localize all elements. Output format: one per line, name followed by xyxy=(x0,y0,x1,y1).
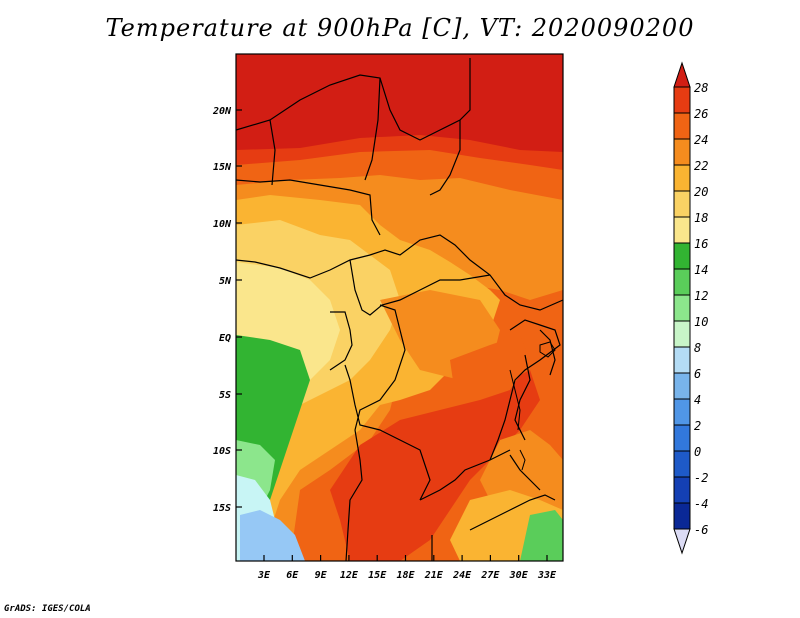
map-title: Temperature at 900hPa [C], VT: 202009020… xyxy=(105,14,695,42)
lon-label: 3E xyxy=(257,570,271,581)
colorbar-label: 12 xyxy=(694,289,708,303)
colorbar-box xyxy=(673,112,691,140)
field-se-green xyxy=(520,510,563,561)
colorbar-label: 24 xyxy=(694,133,708,147)
colorbar-box xyxy=(673,294,691,322)
colorbar-box xyxy=(673,476,691,504)
colorbar-box xyxy=(673,216,691,244)
colorbar-label: 26 xyxy=(694,107,708,121)
colorbar-label: 22 xyxy=(694,159,708,173)
colorbar-label: 2 xyxy=(694,419,701,433)
colorbar-under-arrow xyxy=(673,528,691,555)
lat-label: 5N xyxy=(219,276,232,287)
lon-label: 24E xyxy=(452,570,472,581)
colorbar-box xyxy=(673,424,691,452)
colorbar-box xyxy=(673,86,691,114)
colorbar-label: 6 xyxy=(694,367,701,381)
colorbar-box xyxy=(673,502,691,530)
lakes xyxy=(509,341,556,471)
lat-label: EQ xyxy=(219,333,231,344)
lon-label: 9E xyxy=(315,570,328,581)
lat-label: 15N xyxy=(213,162,232,173)
colorbar-boxes xyxy=(673,61,691,555)
temperature-field xyxy=(236,54,563,561)
colorbar-label: 10 xyxy=(694,315,708,329)
colorbar-label: 0 xyxy=(694,445,701,459)
lon-label: 30E xyxy=(509,570,529,581)
colorbar-over-arrow xyxy=(673,61,691,88)
latitude-axis: 20N 15N 10N 5N EQ 5S 10S 15S xyxy=(212,106,242,514)
colorbar-box xyxy=(673,372,691,400)
lat-label: 20N xyxy=(212,106,232,117)
footer-credit: GrADS: IGES/COLA xyxy=(4,604,91,614)
colorbar-box xyxy=(673,190,691,218)
field-8 xyxy=(240,510,305,561)
colorbar-box xyxy=(673,268,691,296)
lon-label: 12E xyxy=(340,570,359,581)
colorbar-label: -4 xyxy=(694,497,708,511)
colorbar-box xyxy=(673,242,691,270)
colorbar-label: -2 xyxy=(694,471,708,485)
lon-label: 33E xyxy=(537,570,557,581)
colorbar-box xyxy=(673,164,691,192)
lon-label: 27E xyxy=(480,570,500,581)
colorbar-box xyxy=(673,346,691,374)
colorbar-box xyxy=(673,138,691,166)
colorbar-box xyxy=(673,450,691,478)
lat-label: 5S xyxy=(219,390,231,401)
lat-label: 10S xyxy=(213,446,231,457)
field-se-24 xyxy=(450,335,530,400)
longitude-axis: 3E 6E 9E 12E 15E 18E 21E 24E 27E 30E 33E xyxy=(257,555,557,581)
map-frame xyxy=(235,53,564,562)
lon-label: 18E xyxy=(396,570,415,581)
colorbar-box xyxy=(673,398,691,426)
country-borders xyxy=(235,58,564,562)
colorbar-label: 20 xyxy=(694,185,708,199)
colorbar-label: 18 xyxy=(694,211,708,225)
colorbar-label: 14 xyxy=(694,263,708,277)
colorbar-label: -6 xyxy=(694,523,708,537)
colorbar-label: 8 xyxy=(694,341,701,355)
colorbar-label: 28 xyxy=(694,81,708,95)
lon-label: 6E xyxy=(286,570,299,581)
colorbar-label: 4 xyxy=(694,393,701,407)
field-se-26 xyxy=(330,370,540,561)
lat-label: 15S xyxy=(213,503,231,514)
colorbar-box xyxy=(673,320,691,348)
colorbar-label: 16 xyxy=(694,237,708,251)
lon-label: 21E xyxy=(424,570,444,581)
lat-label: 10N xyxy=(213,219,232,230)
lon-label: 15E xyxy=(368,570,387,581)
